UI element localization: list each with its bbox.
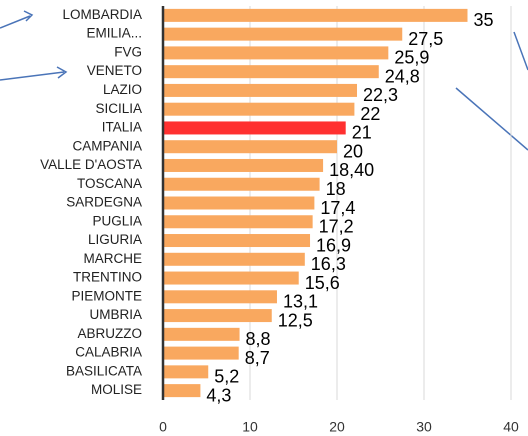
value-label: 8,7: [245, 348, 270, 368]
y-tick-label: ITALIA: [102, 120, 142, 135]
y-tick-label: PIEMONTE: [71, 288, 142, 303]
value-label: 13,1: [283, 292, 318, 312]
x-tick-label: 30: [416, 419, 432, 435]
value-label: 8,8: [246, 329, 271, 349]
value-label: 25,9: [394, 48, 429, 68]
y-tick-label: UMBRIA: [89, 307, 142, 322]
bar: [163, 46, 389, 60]
x-tick-label: 20: [329, 419, 345, 435]
bar: [163, 290, 277, 304]
arrow: [0, 71, 65, 81]
bar: [163, 384, 201, 398]
value-label: 17,2: [319, 217, 354, 237]
value-label: 20: [343, 141, 363, 161]
bar: [163, 102, 355, 116]
x-tick-label: 10: [242, 419, 258, 435]
y-tick-label: BASILICATA: [66, 363, 142, 378]
bar: [163, 83, 358, 97]
bar: [163, 346, 239, 360]
value-label: 16,9: [316, 235, 351, 255]
value-label: 35: [474, 10, 494, 30]
bar: [163, 27, 403, 41]
arrow: [455, 87, 528, 151]
bar: [163, 309, 272, 323]
y-tick-label: TOSCANA: [77, 176, 142, 191]
value-label: 24,8: [385, 66, 420, 86]
y-tick-label: VALLE D'AOSTA: [40, 157, 142, 172]
bar: [163, 365, 209, 379]
bar: [163, 8, 468, 22]
value-label: 18,40: [329, 160, 374, 180]
y-tick-label: SARDEGNA: [66, 195, 142, 210]
value-label: 12,5: [278, 310, 313, 330]
arrow: [0, 15, 31, 29]
y-tick-label: SICILIA: [95, 101, 142, 116]
value-label: 5,2: [214, 367, 239, 387]
value-label: 27,5: [408, 29, 443, 49]
bar: [163, 215, 313, 229]
value-label: 22,3: [363, 85, 398, 105]
bar: [163, 271, 299, 285]
value-label: 18: [326, 179, 346, 199]
y-tick-label: CALABRIA: [75, 345, 142, 360]
arrow: [513, 31, 528, 71]
value-label: 21: [352, 123, 372, 143]
bar: [163, 177, 320, 191]
y-tick-label: PUGLIA: [92, 213, 142, 228]
bar: [163, 121, 346, 135]
x-tick-label: 40: [503, 419, 519, 435]
bar: [163, 65, 379, 79]
bar: [163, 327, 240, 341]
value-label: 15,6: [305, 273, 340, 293]
bar: [163, 140, 337, 154]
y-tick-label: MARCHE: [83, 251, 142, 266]
bar: [163, 196, 315, 210]
bar: [163, 158, 324, 172]
y-tick-label: LIGURIA: [88, 232, 142, 247]
value-label: 4,3: [206, 385, 231, 405]
y-tick-label: VENETO: [87, 63, 142, 78]
y-tick-label: TRENTINO: [73, 270, 142, 285]
arrow-head: [23, 10, 34, 22]
y-tick-label: CAMPANIA: [72, 138, 142, 153]
x-tick-label: 0: [159, 419, 167, 435]
y-tick-label: MOLISE: [91, 382, 142, 397]
value-label: 16,3: [311, 254, 346, 274]
y-tick-label: ABRUZZO: [77, 326, 142, 341]
arrow-head: [56, 66, 68, 79]
bar: [163, 252, 305, 266]
y-tick-label: LOMBARDIA: [62, 7, 142, 22]
y-tick-label: EMILIA...: [86, 26, 142, 41]
y-tick-label: FVG: [114, 44, 142, 59]
bar: [163, 234, 311, 248]
value-label: 22: [360, 104, 380, 124]
value-label: 17,4: [320, 198, 355, 218]
y-tick-label: LAZIO: [103, 82, 142, 97]
